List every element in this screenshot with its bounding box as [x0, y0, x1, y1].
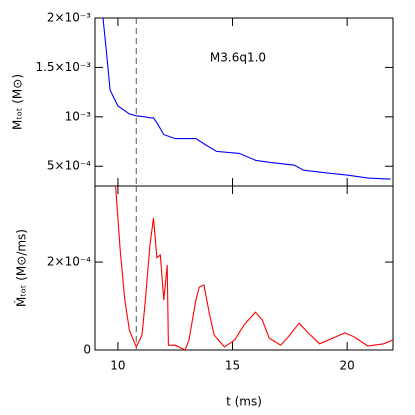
y-axis-label: Mₜₒₜ (M⊙)	[11, 74, 25, 130]
plot-frame	[94, 17, 394, 187]
y-tick-label: 10⁻³	[65, 109, 92, 123]
x-tick-label: 15	[225, 359, 240, 373]
y-tick-label: 0	[83, 343, 91, 357]
y-tick-label: 1.5×10⁻³	[35, 60, 91, 74]
data-line	[115, 186, 393, 350]
annotation: M3.6q1.0	[210, 51, 266, 65]
y-tick-label: 2×10⁻³	[47, 11, 91, 25]
y-axis-label: Ṁₜₒₜ (M⊙/ms)	[14, 229, 29, 307]
data-line	[102, 18, 391, 180]
plot-frame	[94, 185, 394, 351]
x-axis-label: t (ms)	[226, 395, 262, 409]
x-tick-label: 20	[340, 359, 355, 373]
y-tick-label: 2×10⁻⁴	[47, 255, 91, 269]
y-tick-label: 5×10⁻⁴	[47, 159, 91, 173]
x-tick-label: 10	[110, 359, 125, 373]
